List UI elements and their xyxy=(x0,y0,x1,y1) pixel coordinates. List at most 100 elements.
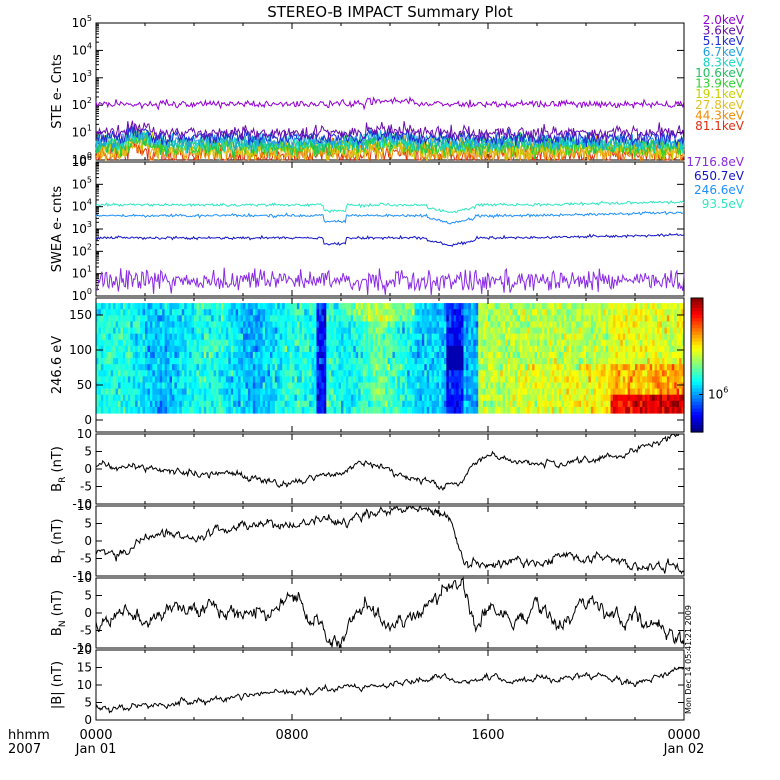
heatmap-cell xyxy=(620,370,624,377)
heatmap-cell xyxy=(390,327,394,335)
heatmap-cell xyxy=(132,406,136,414)
heatmap-cell xyxy=(485,333,489,341)
heatmap-cell xyxy=(216,388,220,396)
heatmap-cell xyxy=(451,370,455,377)
heatmap-cell xyxy=(492,333,496,341)
heatmap-cell xyxy=(566,327,570,335)
heatmap-cell xyxy=(595,376,599,384)
heatmap-cell xyxy=(382,339,386,347)
heatmap-cell xyxy=(563,406,567,414)
heatmap-cell xyxy=(267,339,271,347)
heatmap-cell xyxy=(260,315,264,323)
heatmap-cell xyxy=(316,388,320,396)
heatmap-cell xyxy=(323,400,327,408)
heatmap-cell xyxy=(365,327,369,335)
heatmap-cell xyxy=(184,406,188,414)
heatmap-cell xyxy=(546,388,550,396)
heatmap-cell xyxy=(314,327,318,335)
heatmap-cell xyxy=(240,364,244,371)
heatmap-cell xyxy=(421,321,425,329)
heatmap-cell xyxy=(492,339,496,347)
heatmap-cell xyxy=(174,376,178,384)
heatmap-cell xyxy=(568,358,572,365)
heatmap-cell xyxy=(666,315,670,323)
heatmap-cell xyxy=(412,345,416,353)
heatmap-cell xyxy=(257,327,261,335)
heatmap-cell xyxy=(390,333,394,341)
heatmap-cell xyxy=(289,364,293,371)
heatmap-cell xyxy=(355,388,359,396)
heatmap-cell xyxy=(157,406,161,414)
heatmap-cell xyxy=(154,406,158,414)
heatmap-cell xyxy=(108,339,112,347)
heatmap-cell xyxy=(171,394,175,402)
heatmap-cell xyxy=(208,388,212,396)
heatmap-cell xyxy=(424,358,428,365)
heatmap-cell xyxy=(524,364,528,371)
heatmap-cell xyxy=(610,364,614,371)
heatmap-ytick-label: 0 xyxy=(84,413,92,427)
heatmap-cell xyxy=(343,303,347,310)
heatmap-cell xyxy=(637,309,641,316)
heatmap-cell xyxy=(632,327,636,335)
heatmap-cell xyxy=(419,376,423,384)
heatmap-cell xyxy=(468,339,472,347)
heatmap-cell xyxy=(478,345,482,353)
heatmap-cell xyxy=(397,327,401,335)
heatmap-cell xyxy=(563,309,567,316)
heatmap-cell xyxy=(603,364,607,371)
heatmap-cell xyxy=(375,351,379,359)
heatmap-cell xyxy=(588,364,592,371)
heatmap-cell xyxy=(443,315,447,323)
heatmap-cell xyxy=(279,388,283,396)
heatmap-cell xyxy=(642,333,646,341)
heatmap-cell xyxy=(669,376,673,384)
heatmap-cell xyxy=(314,364,318,371)
heatmap-cell xyxy=(534,339,538,347)
heatmap-cell xyxy=(434,370,438,377)
heatmap-cell xyxy=(495,333,499,341)
heatmap-cell xyxy=(304,345,308,353)
heatmap-cell xyxy=(588,382,592,390)
heatmap-cell xyxy=(674,303,678,310)
heatmap-cell xyxy=(110,400,114,408)
heatmap-cell xyxy=(367,388,371,396)
heatmap-cell xyxy=(108,382,112,390)
heatmap-cell xyxy=(524,309,528,316)
heatmap-ytick-label: 50 xyxy=(77,378,92,392)
heatmap-cell xyxy=(375,400,379,408)
heatmap-cell xyxy=(431,333,435,341)
heatmap-cell xyxy=(159,351,163,359)
heatmap-cell xyxy=(431,370,435,377)
heatmap-cell xyxy=(127,406,131,414)
heatmap-cell xyxy=(532,315,536,323)
heatmap-cell xyxy=(586,400,590,408)
heatmap-cell xyxy=(392,321,396,329)
heatmap-cell xyxy=(566,358,570,365)
plot-title: STEREO-B IMPACT Summary Plot xyxy=(267,3,513,21)
heatmap-cell xyxy=(130,382,134,390)
heatmap-cell xyxy=(441,376,445,384)
swea-ytick-label: 106 xyxy=(72,153,92,169)
heatmap-cell xyxy=(559,309,563,316)
heatmap-cell xyxy=(541,388,545,396)
heatmap-cell xyxy=(189,394,193,402)
heatmap-cell xyxy=(289,345,293,353)
heatmap-cell xyxy=(586,364,590,371)
heatmap-cell xyxy=(578,370,582,377)
heatmap-cell xyxy=(140,358,144,365)
heatmap-cell xyxy=(98,400,102,408)
heatmap-cell xyxy=(561,315,565,323)
heatmap-cell xyxy=(502,327,506,335)
heatmap-cell xyxy=(223,345,227,353)
heatmap-cell xyxy=(666,309,670,316)
heatmap-cell xyxy=(167,345,171,353)
heatmap-cell xyxy=(211,382,215,390)
heatmap-cell xyxy=(328,327,332,335)
heatmap-cell xyxy=(617,309,621,316)
heatmap-cell xyxy=(649,345,653,353)
heatmap-cell xyxy=(517,327,521,335)
heatmap-cell xyxy=(282,406,286,414)
heatmap-cell xyxy=(541,400,545,408)
heatmap-cell xyxy=(441,388,445,396)
